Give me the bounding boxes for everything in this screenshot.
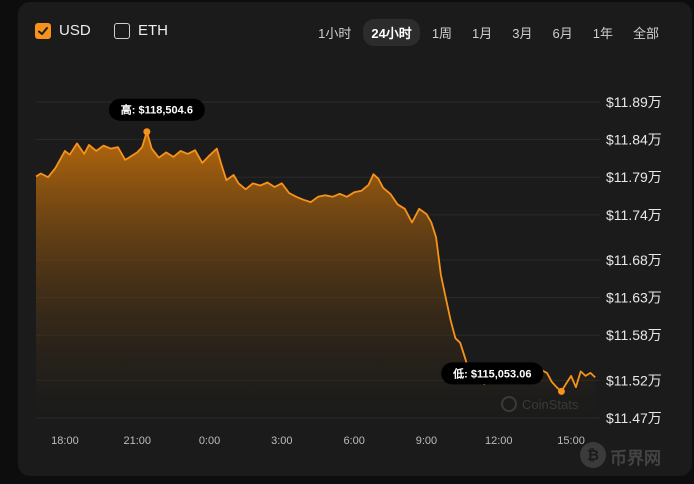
x-tick-label: 15:00	[557, 435, 585, 447]
y-tick-label: $11.58万	[606, 327, 662, 343]
time-range-1[interactable]: 24小时	[363, 19, 420, 46]
time-range-6[interactable]: 1年	[592, 26, 613, 41]
time-range-4[interactable]: 3月	[512, 26, 533, 41]
toggle-eth[interactable]: ETH	[114, 22, 168, 39]
time-range-7[interactable]: 全部	[632, 26, 659, 41]
toggle-eth-label: ETH	[138, 22, 168, 39]
extreme-point-marker	[557, 387, 565, 395]
x-tick-label: 21:00	[123, 435, 151, 447]
time-range-selector: 1小时 24小时 1周 1月 3月 6月 1年 全部	[310, 19, 667, 46]
y-tick-label: $11.68万	[606, 252, 662, 268]
low-price-label: 低: $115,053.06	[452, 366, 531, 380]
price-area	[36, 131, 596, 418]
annotation-bubble	[441, 362, 544, 385]
toggle-usd[interactable]: USD	[35, 22, 91, 39]
checkbox-unchecked-icon[interactable]	[114, 22, 130, 39]
time-range-0[interactable]: 1小时	[318, 26, 352, 41]
y-tick-label: $11.79万	[606, 169, 662, 185]
x-tick-label: 12:00	[485, 435, 513, 447]
x-tick-label: 3:00	[271, 435, 292, 447]
y-tick-label: $11.63万	[606, 290, 662, 306]
y-tick-label: $11.52万	[606, 372, 662, 388]
coinstats-logo-icon	[501, 396, 517, 412]
time-range-3[interactable]: 1月	[472, 26, 493, 41]
y-tick-label: $11.84万	[606, 132, 662, 148]
y-tick-label: $11.74万	[606, 207, 662, 223]
y-tick-label: $11.47万	[606, 410, 662, 426]
x-tick-label: 9:00	[416, 435, 437, 447]
watermark-text: CoinStats	[522, 397, 579, 412]
y-tick-label: $11.89万	[606, 94, 662, 110]
site-logo-text: 币界网	[610, 449, 661, 468]
coin-logo-icon: ₿	[580, 442, 606, 468]
x-tick-label: 0:00	[199, 435, 220, 447]
time-range-5[interactable]: 6月	[552, 26, 573, 41]
time-range-2[interactable]: 1周	[431, 26, 453, 41]
x-tick-label: 18:00	[51, 435, 79, 447]
checkbox-checked-icon[interactable]	[35, 22, 51, 39]
annotation-bubble	[108, 98, 205, 121]
x-tick-label: 6:00	[343, 435, 364, 447]
high-price-label: 高: $118,504.6	[121, 103, 193, 117]
toggle-usd-label: USD	[59, 22, 91, 39]
extreme-point-marker	[143, 128, 151, 136]
